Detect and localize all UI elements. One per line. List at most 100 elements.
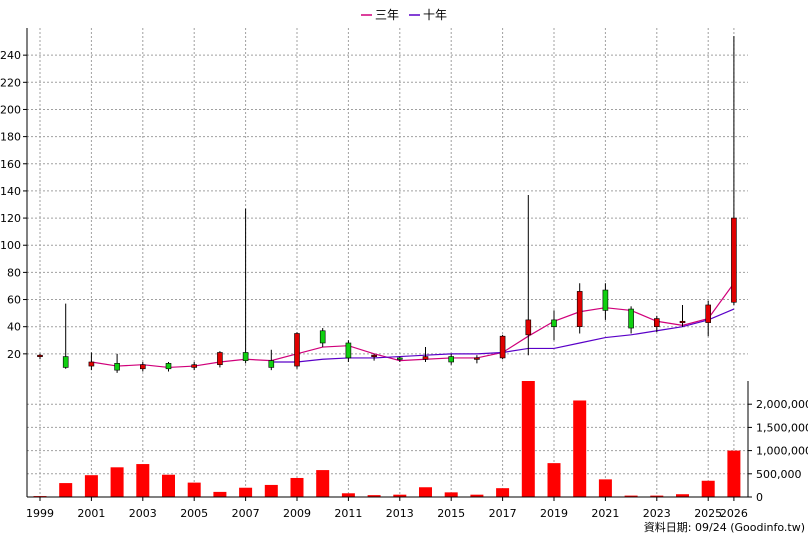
candle-2026 — [731, 36, 737, 305]
volume-bar-2025 — [701, 480, 715, 497]
price-panel: 20 40 60 80 100 120 140 160 180 200 220 240 — [0, 28, 748, 497]
candle-body — [731, 217, 737, 303]
volume-bar-2021 — [598, 479, 612, 497]
candle-body — [88, 361, 95, 367]
three-year-average-line — [91, 282, 735, 369]
candle-2022 — [628, 306, 634, 334]
legend: 三年 十年 — [361, 8, 447, 22]
candle-body — [525, 319, 532, 336]
candle-body — [422, 356, 429, 360]
x-tick-label: 2015 — [437, 507, 465, 520]
source-caption: 資料日期: 09/24 (Goodinfo.tw) — [644, 520, 805, 534]
candle-body — [114, 363, 120, 371]
x-tick-label: 2007 — [232, 507, 260, 520]
candle-body — [551, 319, 557, 327]
x-tick-label: 2009 — [283, 507, 311, 520]
candle-body — [602, 289, 609, 311]
price-y-tick-label: 60 — [7, 294, 21, 307]
candle-2016 — [474, 355, 480, 364]
volume-bar-2024 — [676, 494, 689, 497]
x-tick-label: 2017 — [489, 507, 517, 520]
candle-2006 — [217, 351, 223, 368]
candle-body — [628, 308, 634, 329]
volume-panel: 0 500,000 1,000,000 1,500,000 2,000,000 1999… — [26, 381, 808, 520]
volume-bar-2010 — [316, 470, 330, 497]
candle-2013 — [396, 356, 403, 362]
candle-body — [448, 356, 455, 363]
price-y-tick-label: 240 — [0, 49, 21, 62]
volume-bar-2001 — [84, 475, 98, 497]
volume-bar-2020 — [573, 400, 587, 497]
volume-bar-2006 — [213, 491, 227, 497]
price-y-tick-label: 40 — [7, 321, 21, 334]
candle-body — [371, 354, 377, 358]
candle-body — [679, 320, 686, 324]
candle-2023 — [653, 315, 660, 333]
candle-2025 — [705, 300, 712, 337]
volume-y-tick-label: 1,500,000 — [756, 421, 808, 434]
x-axis-ticks: 1999 2001 2003 2005 2007 2009 2011 2013 2015 2017… — [26, 497, 748, 520]
candle-2015 — [448, 353, 455, 365]
x-tick-label: 2023 — [643, 507, 671, 520]
candle-2009 — [294, 332, 300, 369]
candle-2008 — [268, 349, 275, 371]
price-y-tick-label: 20 — [7, 348, 21, 361]
candle-body — [705, 304, 712, 323]
volume-bar-2002 — [110, 467, 124, 497]
candle-2011 — [345, 340, 352, 362]
volume-y-tick-label: 2,000,000 — [756, 398, 808, 411]
volume-bar-2019 — [547, 463, 561, 497]
volume-bar-2023 — [650, 495, 664, 497]
volume-grid — [27, 403, 748, 475]
candle-body — [268, 360, 275, 368]
candle-body — [474, 357, 480, 360]
candle-body — [396, 357, 403, 360]
candle-2012 — [371, 353, 377, 361]
price-y-tick-label: 220 — [0, 76, 21, 89]
price-y-tick-label: 100 — [0, 239, 21, 252]
volume-y-tick-label: 0 — [756, 491, 763, 504]
volume-bar-2015 — [444, 492, 458, 497]
x-tick-label: 2013 — [386, 507, 414, 520]
price-y-tick-label: 80 — [7, 266, 21, 279]
price-y-tick-label: 140 — [0, 185, 21, 198]
candle-body — [217, 352, 223, 366]
volume-bar-2016 — [470, 494, 484, 497]
x-tick-label: 2003 — [129, 507, 157, 520]
x-tick-label: 2005 — [180, 507, 208, 520]
candle-2014 — [422, 347, 429, 362]
volume-bar-2009 — [290, 477, 304, 497]
volume-bar-2000 — [59, 483, 73, 497]
candle-body — [294, 333, 300, 367]
candlesticks — [37, 36, 737, 373]
volume-bar-2022 — [624, 495, 638, 497]
volume-bar-2014 — [419, 487, 432, 497]
volume-bar-2013 — [393, 494, 407, 497]
x-tick-label: 2025 — [694, 507, 722, 520]
candle-body — [345, 342, 352, 359]
legend-label-three-year: 三年 — [375, 8, 399, 22]
candle-2001 — [88, 352, 95, 371]
candle-body — [319, 330, 326, 344]
volume-bar-2026 — [727, 450, 741, 497]
volume-bar-2007 — [239, 487, 253, 497]
candle-body — [653, 318, 660, 327]
candle-body — [499, 335, 506, 359]
candle-1999 — [37, 353, 43, 360]
candle-2004 — [165, 361, 172, 372]
volume-y-axis: 0 500,000 1,000,000 1,500,000 2,000,000 — [748, 398, 808, 504]
candle-2018 — [525, 194, 532, 356]
x-tick-label: 2011 — [334, 507, 362, 520]
volume-bar-2008 — [264, 484, 278, 497]
volume-y-tick-label: 500,000 — [756, 468, 802, 481]
price-y-axis: 20 40 60 80 100 120 140 160 180 200 220 240 — [0, 49, 27, 361]
x-tick-label: 2001 — [77, 507, 105, 520]
candle-2021 — [602, 283, 609, 320]
volume-bar-2018 — [521, 381, 535, 497]
candle-2002 — [114, 353, 120, 373]
legend-label-ten-year: 十年 — [423, 8, 447, 22]
candle-body — [140, 364, 146, 370]
price-y-tick-label: 120 — [0, 212, 21, 225]
candle-2000 — [62, 303, 69, 369]
